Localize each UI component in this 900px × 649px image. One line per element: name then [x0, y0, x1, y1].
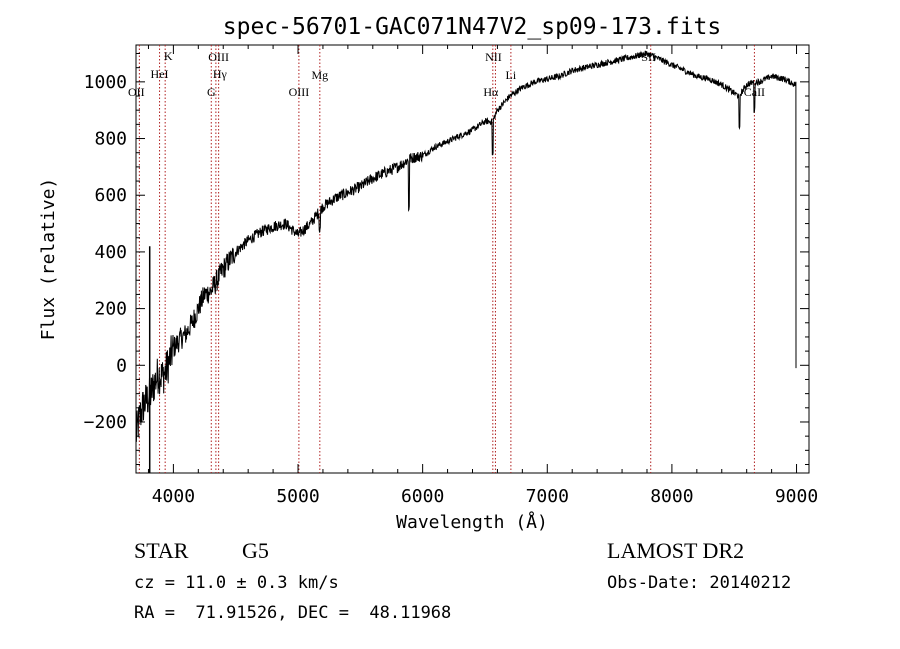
- x-tick-label: 7000: [526, 486, 569, 507]
- x-axis-label: Wavelength (Å): [396, 511, 548, 533]
- redshift-text: cz = 11.0 ± 0.3 km/s: [134, 573, 339, 593]
- y-tick-label: 600: [94, 185, 127, 206]
- line-label: Hγ: [213, 67, 228, 81]
- x-tick-label: 6000: [401, 486, 444, 507]
- obs-date-text: Obs-Date: 20140212: [607, 573, 792, 593]
- spectrum-line: [135, 50, 797, 442]
- y-tick-label: 200: [94, 299, 127, 320]
- line-label: NII: [485, 50, 502, 64]
- y-axis-ticks: −200 0 200 400 600 800 1000: [84, 53, 809, 465]
- y-tick-label: 1000: [84, 72, 127, 93]
- line-label: G: [207, 85, 216, 99]
- line-label: K: [164, 49, 173, 63]
- object-class: STAR: [134, 538, 189, 563]
- y-tick-label: 800: [94, 129, 127, 150]
- x-tick-label: 9000: [775, 486, 818, 507]
- plot-frame: [135, 44, 810, 474]
- y-tick-label: 400: [94, 242, 127, 263]
- y-axis-label: Flux (relative): [38, 178, 59, 341]
- line-label: Hα: [483, 85, 499, 99]
- line-label: Mg: [311, 68, 328, 82]
- x-axis-ticks: 4000 5000 6000 7000 8000 9000: [147, 45, 818, 507]
- x-tick-label: 4000: [152, 486, 195, 507]
- x-tick-label: 5000: [276, 486, 319, 507]
- y-tick-label: −200: [84, 412, 127, 433]
- line-label: CaII: [744, 85, 765, 99]
- chart-title: spec-56701-GAC071N47V2_sp09-173.fits: [223, 14, 722, 40]
- x-tick-label: 8000: [650, 486, 693, 507]
- survey-name: LAMOST DR2: [607, 538, 745, 563]
- line-label: OIII: [289, 85, 310, 99]
- line-label: Li: [506, 68, 517, 82]
- y-tick-label: 0: [116, 355, 127, 376]
- line-label: OIII: [208, 50, 229, 64]
- line-label: HeI: [151, 67, 169, 81]
- line-label: OII: [128, 85, 145, 99]
- radec-text: RA = 71.91526, DEC = 48.11968: [134, 603, 452, 623]
- object-subclass: G5: [242, 538, 269, 563]
